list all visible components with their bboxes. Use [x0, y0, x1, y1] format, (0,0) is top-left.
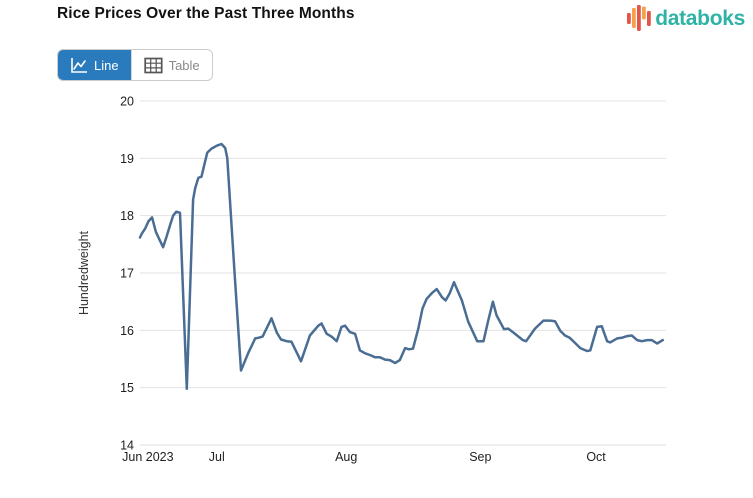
y-tick-label: 18 [120, 209, 134, 223]
y-tick-label: 20 [120, 95, 134, 109]
line-button-label: Line [94, 57, 119, 73]
price-line-series [138, 142, 665, 391]
x-tick-label: Aug [335, 450, 357, 464]
logo-bar [647, 11, 652, 26]
line-view-button[interactable]: Line [58, 50, 131, 80]
logo-bar [637, 5, 642, 31]
table-view-button[interactable]: Table [130, 50, 212, 80]
y-tick-label: 17 [120, 267, 134, 281]
y-tick-label: 14 [120, 439, 134, 453]
y-axis-title: Hundredweight [77, 230, 91, 315]
y-tick-label: 15 [120, 381, 134, 395]
databoks-logo-text: databoks [655, 7, 745, 30]
y-tick-label: 16 [120, 324, 134, 338]
x-tick-label: Sep [469, 450, 491, 464]
databoks-logo-icon [627, 5, 652, 31]
view-toggle: Line Table [57, 49, 213, 81]
table-button-label: Table [168, 57, 200, 73]
gridlines [140, 100, 666, 446]
table-grid-icon [143, 57, 163, 73]
axis-labels: 14 15 16 17 18 19 20 Jun 2023 Jul Aug Sep Oct [120, 95, 606, 465]
price-line [138, 142, 665, 391]
x-tick-label: Jul [209, 450, 225, 464]
logo-bar [642, 6, 647, 20]
y-tick-label: 19 [120, 152, 134, 166]
logo-bar [627, 13, 632, 24]
x-tick-label: Oct [586, 450, 606, 464]
x-tick-label: Jun 2023 [122, 450, 173, 464]
logo-bar [632, 8, 637, 28]
line-chart-icon [71, 57, 87, 73]
databoks-logo[interactable]: databoks [627, 4, 745, 34]
page-title: Rice Prices Over the Past Three Months [57, 5, 355, 22]
